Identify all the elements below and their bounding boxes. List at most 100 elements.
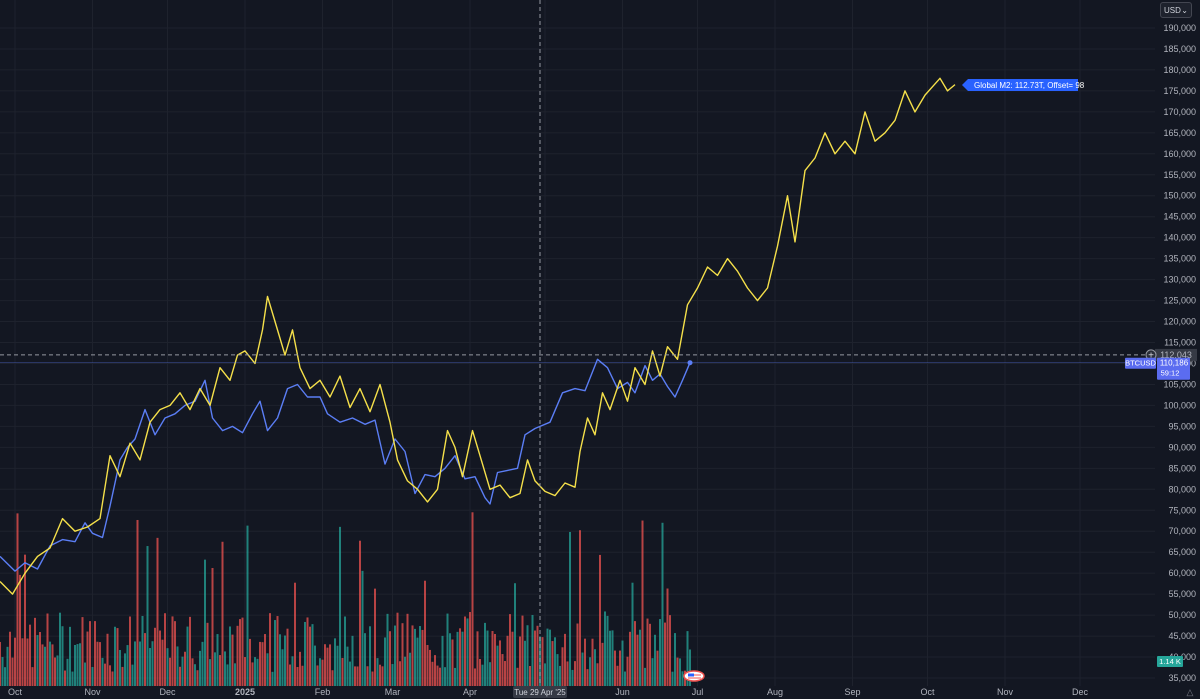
volume-bar [209, 659, 211, 686]
volume-bar [116, 628, 119, 686]
y-tick-label: 45,000 [1168, 631, 1196, 641]
global-m2-line [0, 77, 956, 595]
volume-bar [614, 650, 616, 686]
volume-bar [546, 628, 549, 686]
volume-bar [156, 537, 159, 686]
y-tick-label: 65,000 [1168, 547, 1196, 557]
crosshair [0, 0, 1155, 686]
crosshair-date-bg [513, 686, 567, 698]
volume-tag-label: 1.14 K [1159, 657, 1181, 666]
volume-bar [629, 631, 631, 686]
btc-symbol-label: BTCUSD [1125, 359, 1156, 368]
volume-bar [181, 656, 184, 686]
volume-bar [301, 665, 304, 686]
volume-bar [354, 666, 356, 686]
volume-bar [656, 650, 659, 686]
volume-bar [601, 642, 604, 686]
volume-bar [284, 635, 286, 686]
volume-bar [84, 662, 86, 686]
volume-bar [259, 641, 261, 686]
volume-bar [544, 663, 546, 686]
y-tick-label: 35,000 [1168, 673, 1196, 683]
volume-bar [594, 649, 596, 686]
volume-bar [674, 633, 676, 686]
volume-bar [56, 655, 59, 686]
volume-bar [644, 667, 646, 686]
crosshair-date-label: Tue 29 Apr '25 [514, 688, 566, 697]
volume-bar [334, 638, 336, 686]
volume-bar [176, 646, 179, 686]
y-tick-label: 140,000 [1163, 233, 1196, 243]
volume-bar [324, 644, 326, 686]
volume-bar [69, 626, 71, 686]
volume-bar [439, 667, 441, 686]
y-tick-label: 95,000 [1168, 421, 1196, 431]
volume-bar [671, 671, 674, 686]
time-axis-panel[interactable] [0, 686, 1155, 699]
volume-bar [161, 639, 164, 686]
volume-bar [611, 630, 614, 686]
volume-bar [214, 652, 216, 686]
volume-bar [564, 633, 566, 686]
volume-bar [236, 625, 239, 686]
volume-bar [421, 629, 424, 686]
volume-bar [624, 671, 626, 686]
volume-bar [549, 629, 551, 686]
y-tick-label: 160,000 [1163, 149, 1196, 159]
volume-bar [314, 645, 316, 686]
volume-bar [471, 512, 474, 686]
volume-bar [681, 671, 684, 686]
volume-bar [686, 631, 689, 686]
volume-bar [516, 667, 519, 686]
volume-bar [126, 645, 129, 686]
volume-bar [99, 642, 101, 686]
volume-bar [584, 638, 586, 686]
btc-price-label: 110,186 [1160, 359, 1189, 368]
volume-bar [416, 637, 419, 686]
volume-bar [581, 652, 584, 686]
volume-bar [514, 583, 516, 686]
y-tick-label: 145,000 [1163, 212, 1196, 222]
x-tick-label: Dec [159, 687, 176, 697]
volume-bar [291, 656, 294, 686]
volume-bar [491, 631, 494, 686]
volume-bar [384, 637, 386, 686]
volume-bar [254, 657, 256, 686]
volume-bar [356, 666, 359, 686]
x-tick-label: Oct [920, 687, 935, 697]
volume-bar [91, 666, 94, 686]
volume-bar [186, 626, 189, 686]
volume-bar [34, 617, 36, 686]
volume-bar [144, 633, 146, 686]
volume-bar [166, 648, 169, 686]
volume-bar [411, 625, 414, 686]
volume-bar [124, 653, 126, 686]
volume-bar [619, 650, 621, 686]
volume-bar [541, 637, 544, 686]
volume-bar [351, 635, 354, 686]
volume-bar [59, 612, 61, 686]
volume-bar [376, 658, 379, 686]
volume-bar [394, 625, 396, 686]
volume-bar [329, 644, 331, 686]
currency-button[interactable]: USD ⌄ [1160, 2, 1192, 18]
volume-bar [504, 661, 506, 686]
volume-bar [639, 629, 641, 686]
y-tick-label: 190,000 [1163, 23, 1196, 33]
volume-bar [451, 639, 454, 686]
volume-bar [689, 649, 691, 686]
volume-bar [464, 616, 466, 686]
volume-bar [641, 520, 644, 686]
crosshair-price-label: 112,043 [1160, 350, 1192, 360]
volume-bar [299, 651, 301, 686]
volume-bar [154, 627, 156, 686]
volume-bar [46, 613, 49, 686]
y-tick-label: 70,000 [1168, 526, 1196, 536]
volume-bar [139, 641, 141, 686]
volume-bar [404, 656, 406, 686]
volume-bar [369, 626, 371, 686]
x-tick-label: Jun [615, 687, 630, 697]
y-tick-label: 155,000 [1163, 170, 1196, 180]
volume-bar [499, 640, 501, 686]
